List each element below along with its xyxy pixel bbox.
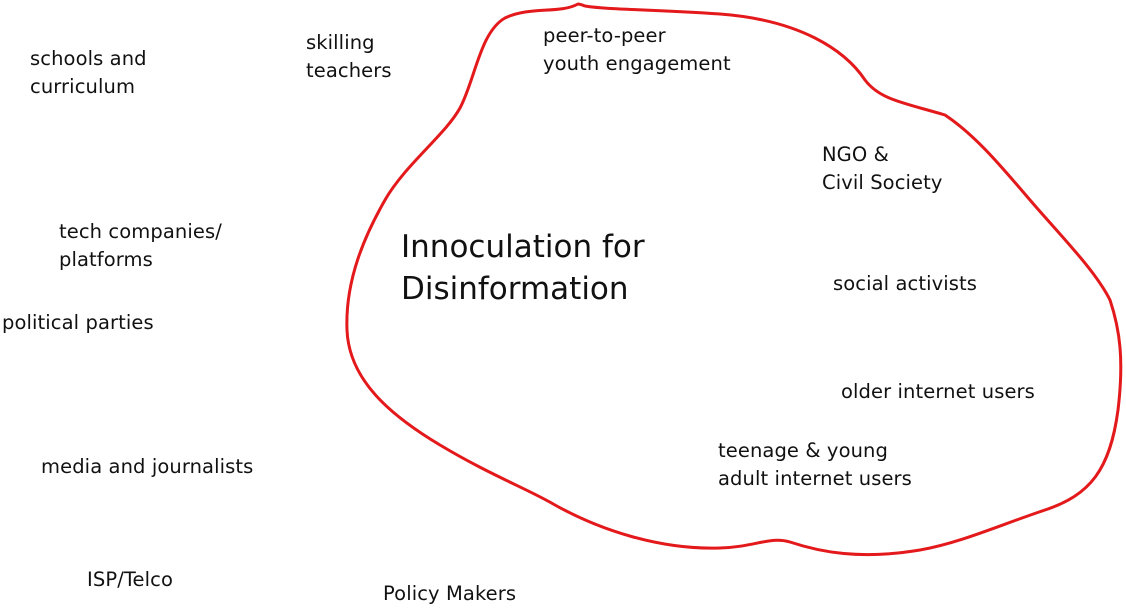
label-schools-curriculum: schools and curriculum: [30, 47, 147, 98]
inoculation-boundary: [345, 2, 1123, 557]
label-older-internet-users: older internet users: [841, 380, 1035, 403]
label-ngo-civil-society: NGO & Civil Society: [822, 143, 943, 194]
label-skilling-teachers: skilling teachers: [306, 31, 392, 82]
label-media-journalists: media and journalists: [41, 455, 254, 478]
label-social-activists: social activists: [833, 272, 978, 295]
label-peer-to-peer: peer-to-peer youth engagement: [543, 24, 731, 75]
label-political-parties: political parties: [2, 311, 154, 334]
central-topic-line1: Innoculation for: [401, 229, 645, 265]
central-topic-line2: Disinformation: [401, 271, 629, 307]
label-policy-makers: Policy Makers: [383, 582, 517, 605]
label-young-internet-users: teenage & young adult internet users: [718, 439, 912, 490]
label-tech-companies: tech companies/ platforms: [59, 220, 222, 271]
central-topic: Innoculation for Disinformation: [401, 226, 645, 310]
label-isp-telco: ISP/Telco: [87, 568, 174, 591]
